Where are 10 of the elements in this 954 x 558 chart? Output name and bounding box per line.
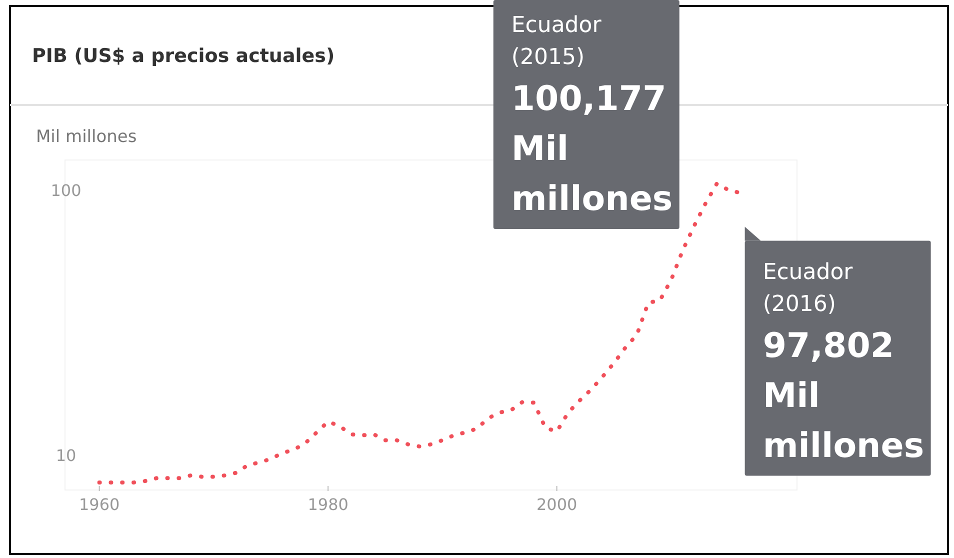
x-tick-label: 1980 [308,495,348,514]
y-tick-label: 10 [56,446,76,465]
annotation: Ecuador (2015) 100,177 Mil millones [511,13,673,220]
annotation: Ecuador (2016) 97,802 Mil millones [762,260,924,466]
chart-title: PIB (US$ a precios actuales) [32,45,335,67]
y-tick-label: 100 [50,180,82,200]
x-tick-label: 2000 [536,495,578,514]
y-axis-title: Mil millones [36,127,137,147]
line-series [97,182,742,484]
x-tick-label: 1960 [78,495,120,514]
